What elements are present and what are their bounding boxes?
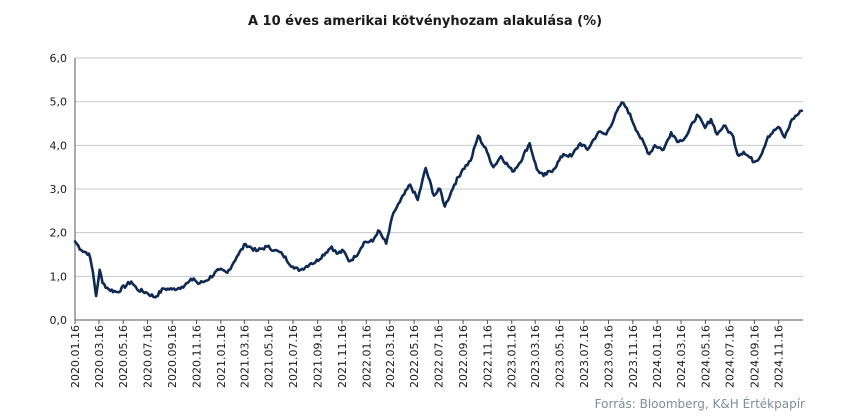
yield-series-line	[73, 101, 804, 299]
x-tick-label: 2020.01.16	[69, 325, 82, 388]
x-tick-label: 2022.09.16	[457, 325, 470, 388]
x-tick-label: 2021.11.16	[336, 325, 349, 388]
gridlines	[75, 57, 803, 277]
x-tick-label: 2024.11.16	[773, 325, 786, 388]
chart-title: A 10 éves amerikai kötvényhozam alakulás…	[248, 14, 602, 29]
y-tick-label: 2,0	[50, 227, 68, 240]
x-tick-label: 2021.07.16	[287, 325, 300, 388]
x-tick-label: 2022.03.16	[384, 325, 397, 388]
series-layer	[73, 101, 804, 299]
y-tick-label: 1,0	[50, 270, 68, 283]
x-tick-label: 2024.01.16	[651, 325, 664, 388]
y-axis: 0,0 1,0 2,0 3,0 4,0 5,0 6,0	[50, 52, 76, 327]
x-tick-label: 2024.05.16	[699, 325, 712, 388]
y-tick-label: 0,0	[50, 314, 68, 327]
x-tick-label: 2023.09.16	[603, 325, 616, 388]
source-note: Forrás: Bloomberg, K&H Értékpapír	[595, 396, 805, 411]
y-tick-label: 6,0	[50, 52, 68, 65]
x-tick-label: 2021.05.16	[263, 325, 276, 388]
x-tick-label: 2022.05.16	[408, 325, 421, 388]
x-tick-label: 2022.01.16	[360, 325, 373, 388]
x-tick-label: 2020.09.16	[166, 325, 179, 388]
x-tick-label: 2023.05.16	[554, 325, 567, 388]
x-tick-label: 2021.09.16	[312, 325, 325, 388]
x-tick-label: 2022.11.16	[481, 325, 494, 388]
x-tick-label: 2021.03.16	[238, 325, 251, 388]
x-tick-label: 2020.07.16	[142, 325, 155, 388]
x-tick-label: 2020.05.16	[117, 325, 130, 388]
x-tick-label: 2024.03.16	[675, 325, 688, 388]
x-tick-label: 2024.07.16	[724, 325, 737, 388]
x-tick-label: 2020.03.16	[93, 325, 106, 388]
x-tick-label: 2020.11.16	[191, 325, 204, 388]
y-tick-label: 5,0	[50, 96, 68, 109]
x-tick-label: 2023.01.16	[506, 325, 519, 388]
x-tick-label: 2023.03.16	[529, 325, 542, 388]
x-tick-label: 2024.09.16	[748, 325, 761, 388]
x-tick-label: 2022.07.16	[432, 325, 445, 388]
y-tick-label: 4,0	[50, 139, 68, 152]
x-tick-label: 2023.11.16	[627, 325, 640, 388]
y-tick-label: 3,0	[50, 183, 68, 196]
x-tick-label: 2023.07.16	[578, 325, 591, 388]
x-axis: 2020.01.16 2020.03.16 2020.05.16 2020.07.16…	[69, 319, 803, 388]
x-tick-label: 2021.01.16	[215, 325, 228, 388]
